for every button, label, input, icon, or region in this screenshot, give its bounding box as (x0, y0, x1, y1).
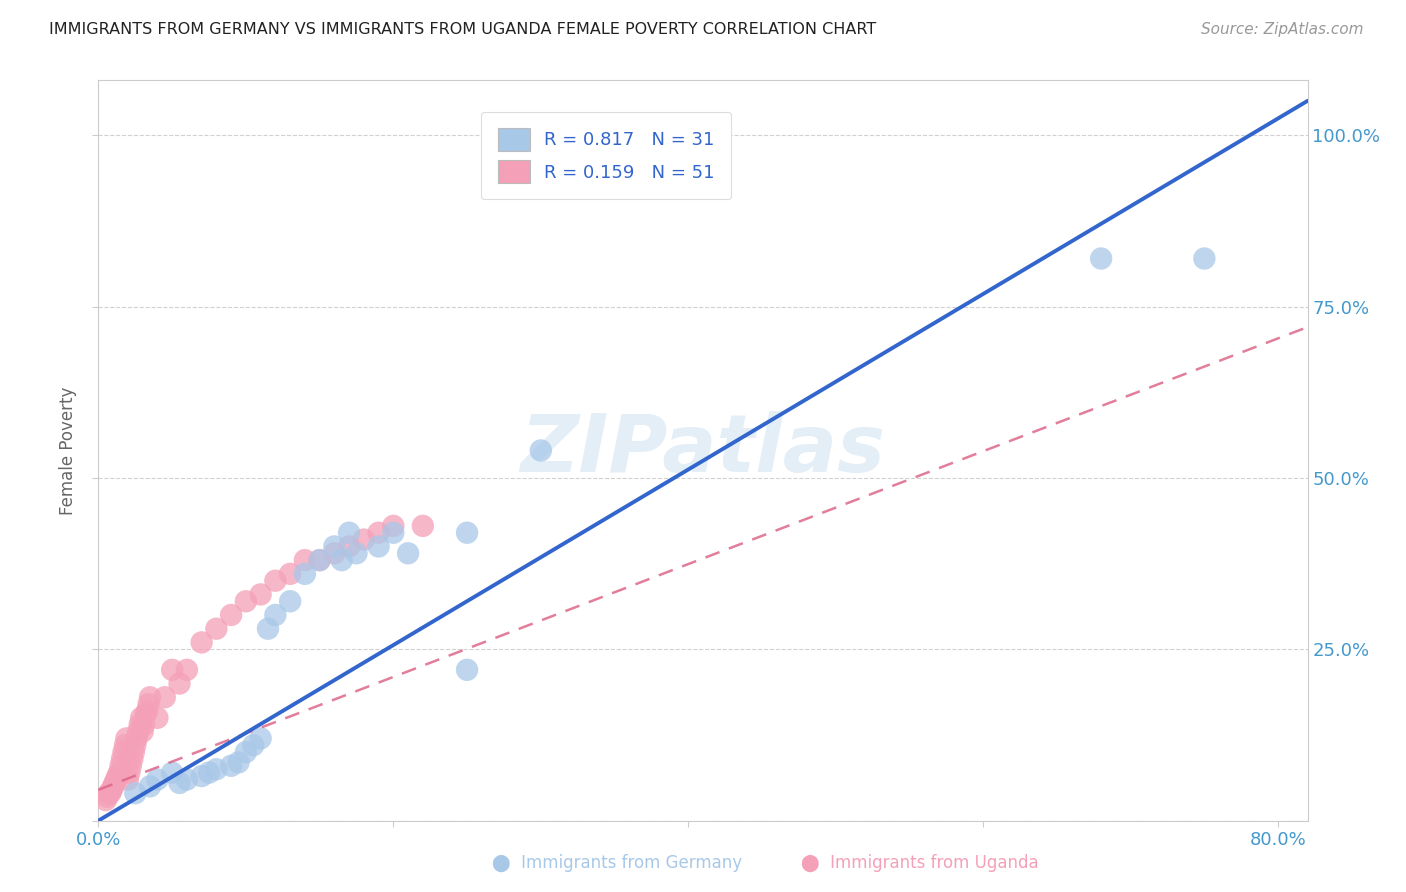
Point (190, 635, 212, 649)
Point (219, 759, 242, 773)
Point (264, 607, 287, 622)
Point (176, 772, 198, 787)
Point (456, 525, 478, 540)
Text: ⬤  Immigrants from Germany: ⬤ Immigrants from Germany (492, 855, 742, 872)
Point (104, 776, 127, 790)
Point (146, 711, 169, 725)
Point (96, 789, 118, 804)
Point (176, 663, 198, 677)
Point (382, 519, 405, 533)
Point (1194, 252, 1216, 266)
Point (294, 553, 316, 567)
Legend: R = 0.817   N = 31, R = 0.159   N = 51: R = 0.817 N = 31, R = 0.159 N = 51 (481, 112, 731, 200)
Point (169, 676, 191, 690)
Y-axis label: Female Poverty: Female Poverty (59, 386, 77, 515)
Text: IMMIGRANTS FROM GERMANY VS IMMIGRANTS FROM UGANDA FEMALE POVERTY CORRELATION CHA: IMMIGRANTS FROM GERMANY VS IMMIGRANTS FR… (49, 22, 876, 37)
Point (118, 765, 141, 780)
Point (278, 594, 301, 608)
Point (136, 704, 159, 718)
Point (124, 786, 146, 800)
Point (257, 622, 280, 636)
Point (190, 769, 212, 783)
Point (153, 690, 176, 705)
Point (101, 780, 124, 794)
Point (242, 738, 264, 752)
Point (128, 717, 150, 731)
Point (112, 745, 135, 759)
Point (412, 519, 434, 533)
Point (249, 731, 271, 746)
Point (367, 540, 389, 554)
Point (107, 769, 129, 783)
Point (198, 765, 221, 780)
Point (129, 711, 152, 725)
Point (1090, 252, 1112, 266)
Point (111, 752, 134, 766)
Point (530, 443, 553, 458)
Point (146, 772, 169, 787)
Point (97, 786, 120, 800)
Point (330, 553, 353, 567)
Point (205, 622, 228, 636)
Point (134, 717, 156, 731)
Point (382, 525, 405, 540)
Point (115, 731, 138, 746)
Point (249, 587, 271, 601)
Point (228, 756, 250, 770)
Point (138, 697, 160, 711)
Point (127, 724, 149, 739)
Point (125, 731, 148, 746)
Point (114, 738, 136, 752)
Point (98, 786, 121, 800)
Point (139, 690, 162, 705)
Text: ZIPatlas: ZIPatlas (520, 411, 886, 490)
Point (120, 759, 142, 773)
Point (160, 765, 183, 780)
Point (337, 525, 360, 540)
Point (308, 553, 330, 567)
Point (396, 546, 419, 560)
Point (367, 525, 389, 540)
Point (108, 765, 131, 780)
Point (121, 752, 143, 766)
Point (135, 707, 157, 722)
Point (94, 793, 117, 807)
Point (278, 566, 301, 581)
Point (139, 780, 162, 794)
Point (346, 546, 368, 560)
Point (124, 738, 146, 752)
Point (169, 776, 191, 790)
Text: Source: ZipAtlas.com: Source: ZipAtlas.com (1201, 22, 1364, 37)
Point (337, 540, 360, 554)
Point (308, 553, 330, 567)
Point (122, 745, 145, 759)
Point (323, 540, 346, 554)
Point (110, 759, 132, 773)
Text: ⬤  Immigrants from Uganda: ⬤ Immigrants from Uganda (801, 855, 1039, 872)
Point (264, 574, 287, 588)
Point (219, 607, 242, 622)
Point (100, 782, 122, 797)
Point (235, 594, 257, 608)
Point (353, 533, 375, 547)
Point (160, 663, 183, 677)
Point (294, 566, 316, 581)
Point (105, 772, 128, 787)
Point (117, 772, 139, 787)
Point (205, 762, 228, 776)
Point (235, 745, 257, 759)
Point (456, 663, 478, 677)
Point (131, 724, 153, 739)
Point (323, 546, 346, 560)
